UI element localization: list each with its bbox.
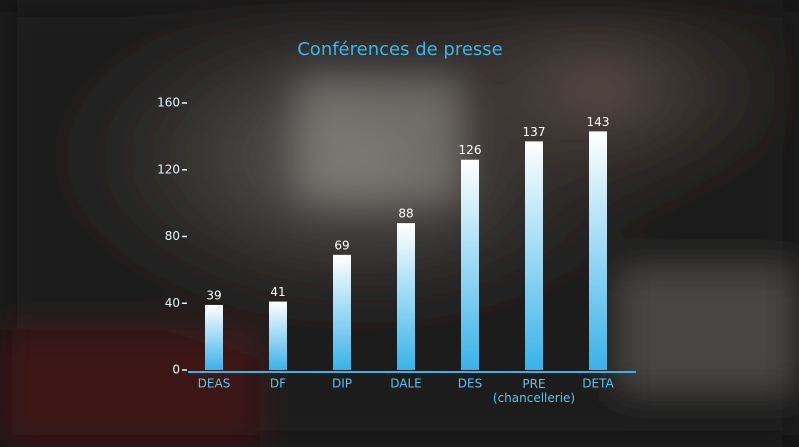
y-tick-label: 40: [165, 296, 180, 310]
x-tick-label: DES: [458, 377, 482, 391]
value-label: 69: [334, 238, 349, 252]
y-tick-label: 160: [157, 96, 180, 110]
bar: [269, 301, 287, 370]
value-label: 88: [398, 207, 413, 221]
bar: [589, 131, 607, 370]
y-tick-label: 0: [172, 363, 180, 377]
value-label: 41: [270, 285, 285, 299]
x-tick-label: DETA: [582, 377, 614, 391]
bar: [525, 141, 543, 370]
x-tick-label: PRE (chancellerie): [493, 377, 575, 405]
bar: [333, 254, 351, 370]
bar: [461, 159, 479, 370]
y-tick-label: 120: [157, 162, 180, 176]
x-tick-label: DF: [270, 377, 286, 391]
value-label: 137: [523, 125, 546, 139]
value-label: 126: [459, 143, 482, 157]
x-tick-label: DEAS: [198, 377, 231, 391]
bar: [205, 304, 223, 370]
bar: [397, 223, 415, 370]
value-label: 39: [206, 288, 221, 302]
x-tick-label: DIP: [332, 377, 352, 391]
chart-title: Conférences de presse: [297, 39, 503, 60]
value-label: 143: [587, 115, 610, 129]
y-tick-label: 80: [165, 229, 180, 243]
x-tick-label: DALE: [390, 377, 422, 391]
